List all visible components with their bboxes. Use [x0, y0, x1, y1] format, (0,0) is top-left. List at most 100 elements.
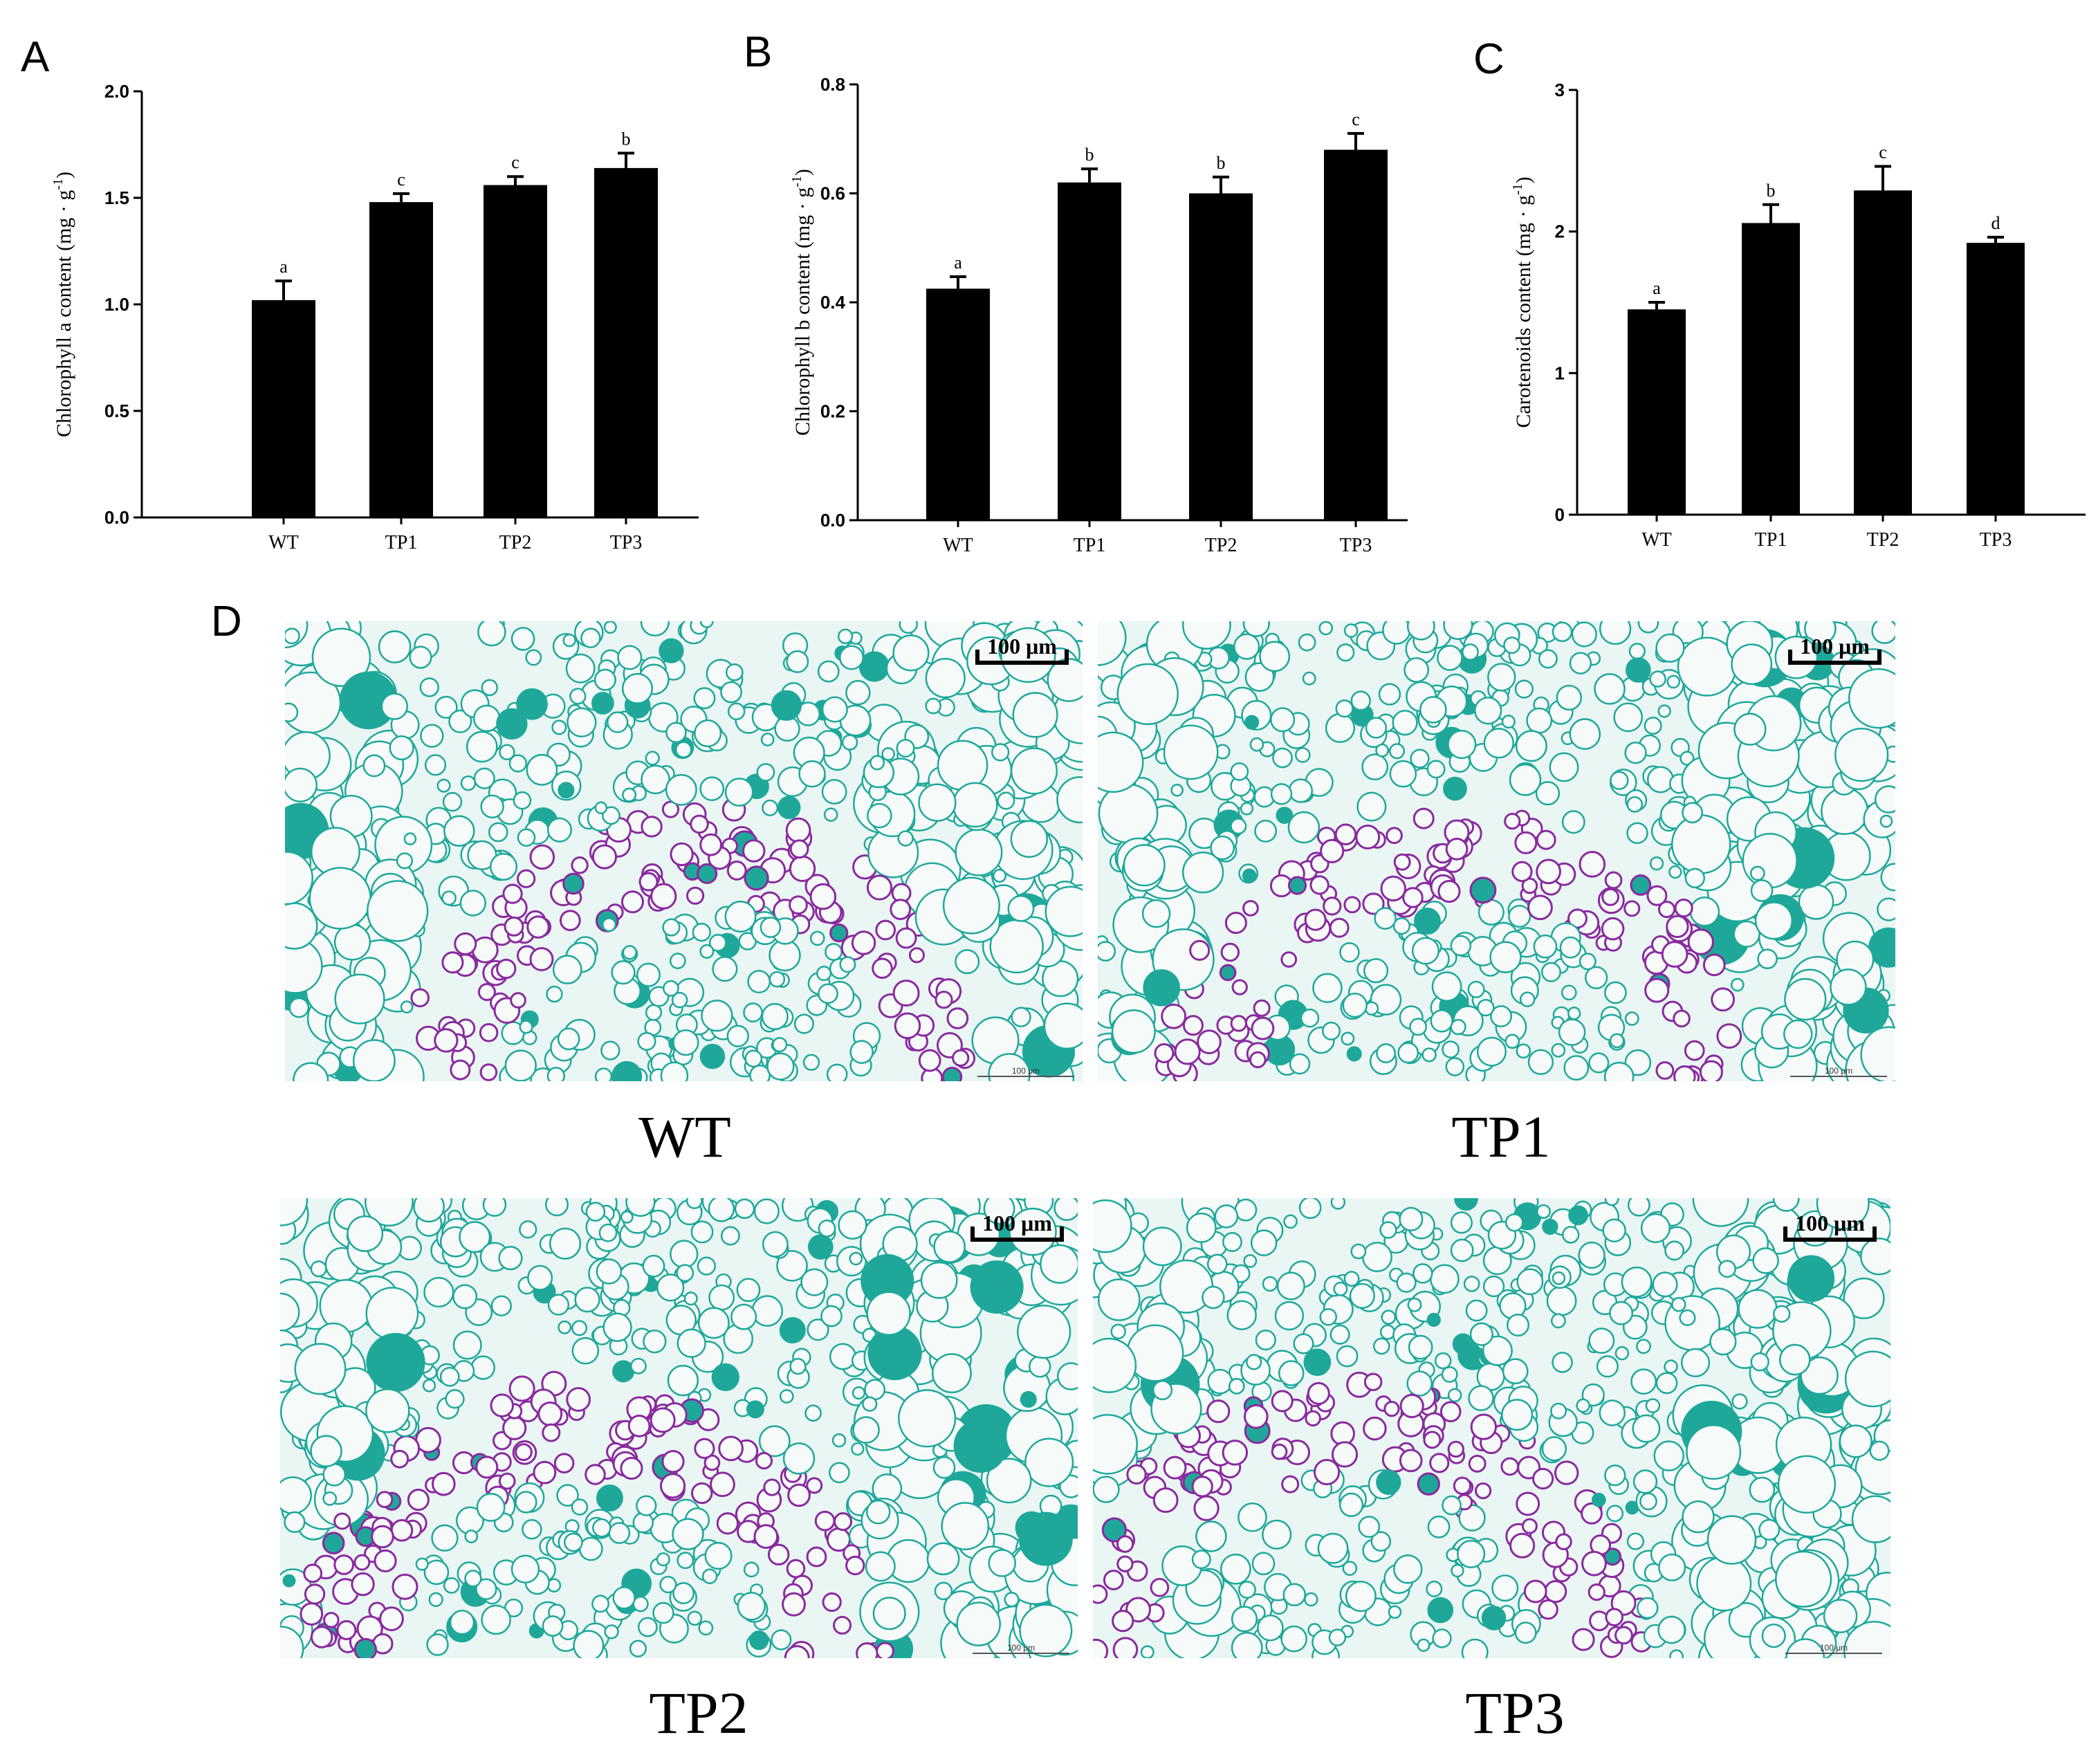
cell — [1514, 679, 1534, 699]
cell — [600, 1040, 620, 1060]
cell — [1331, 1441, 1359, 1468]
cell — [1556, 684, 1582, 711]
cell — [749, 1630, 769, 1651]
cell — [1783, 1019, 1813, 1049]
cell — [1588, 1327, 1615, 1354]
cell — [782, 1592, 806, 1617]
cell — [490, 1295, 512, 1316]
cell — [1585, 966, 1608, 989]
cell — [698, 1620, 714, 1636]
cell — [1674, 899, 1693, 918]
cell — [573, 1630, 605, 1658]
cell — [1304, 1592, 1318, 1607]
cell — [545, 1198, 569, 1217]
cell — [1632, 1469, 1658, 1494]
cell — [1505, 1213, 1524, 1232]
significance-label: a — [1653, 278, 1661, 298]
cell — [1750, 879, 1774, 902]
cell — [1731, 643, 1773, 686]
cell — [551, 719, 567, 735]
cell — [557, 1027, 580, 1051]
cell — [747, 970, 771, 993]
bar-tp1 — [369, 202, 433, 517]
cell — [1630, 1368, 1657, 1395]
cell — [1521, 1518, 1538, 1534]
cell — [820, 1305, 843, 1327]
cell — [1733, 713, 1767, 746]
cell — [1210, 835, 1235, 861]
cell — [1143, 969, 1180, 1007]
cell — [760, 917, 782, 938]
cell — [627, 1415, 651, 1437]
significance-label: b — [1085, 145, 1094, 165]
cell — [1437, 645, 1463, 671]
cell — [1470, 1413, 1497, 1440]
cell — [1447, 730, 1477, 760]
cell — [1228, 1377, 1245, 1395]
cell — [771, 690, 802, 721]
cell — [1242, 621, 1270, 637]
cell — [1692, 1198, 1749, 1227]
cell — [304, 1583, 326, 1605]
cell — [1370, 1531, 1392, 1552]
cell — [1098, 621, 1127, 666]
cell — [1441, 1366, 1458, 1383]
cell — [1356, 791, 1387, 822]
micrograph-tp1-image — [1098, 621, 1895, 1081]
bar-wt — [926, 288, 990, 520]
cell — [1639, 1492, 1657, 1511]
cell — [920, 1261, 958, 1299]
cell — [829, 1462, 850, 1484]
scale-bar-label: 100 μm — [1795, 1211, 1865, 1235]
cell — [756, 763, 775, 782]
cell — [667, 1365, 699, 1397]
cell — [881, 747, 895, 761]
cell — [671, 991, 688, 1009]
cell — [851, 930, 876, 955]
cell — [755, 1452, 773, 1470]
cell — [743, 1002, 763, 1022]
cell — [1098, 1278, 1141, 1321]
cell — [1098, 941, 1116, 962]
cell — [596, 1485, 623, 1512]
cell — [908, 947, 925, 964]
cell — [513, 791, 532, 810]
cell — [552, 955, 582, 984]
cell — [1378, 683, 1401, 706]
cell — [592, 1518, 611, 1538]
cell — [1538, 649, 1558, 669]
cell — [1671, 1297, 1686, 1312]
cell — [1469, 876, 1497, 904]
cell — [1243, 1253, 1258, 1268]
cell — [1112, 1610, 1134, 1633]
cell — [629, 1639, 647, 1657]
cell — [1555, 1533, 1572, 1550]
cell — [454, 932, 477, 955]
cell — [821, 779, 847, 805]
cell — [1254, 819, 1278, 843]
cell — [895, 927, 917, 949]
cell — [1343, 896, 1361, 914]
cell — [392, 1573, 418, 1600]
cell — [1758, 1518, 1780, 1541]
cell — [439, 1366, 460, 1387]
cell — [1399, 1393, 1424, 1419]
cell — [839, 645, 864, 670]
cell — [637, 1617, 658, 1637]
scale-bar-label: 100 μm — [987, 634, 1057, 659]
cell — [481, 679, 499, 697]
cell — [955, 828, 1003, 876]
cell — [1579, 851, 1606, 878]
cell — [1231, 1631, 1263, 1658]
micrograph-tp3: 100 μm 100 μm — [1093, 1198, 1890, 1658]
cell — [1317, 1532, 1349, 1564]
cell — [475, 1455, 499, 1479]
cell — [510, 992, 526, 1009]
cell — [798, 760, 826, 788]
cell — [736, 1278, 761, 1303]
cell — [598, 1223, 618, 1242]
cell — [1423, 1431, 1442, 1449]
cell — [1231, 1264, 1251, 1283]
cell — [1293, 1333, 1314, 1354]
chart-chlorophyll-b: 0.0 0.2 0.4 0.6 0.8 a WT b TP1 b TP2 c TP3 Chlorophyl… — [789, 74, 1408, 556]
